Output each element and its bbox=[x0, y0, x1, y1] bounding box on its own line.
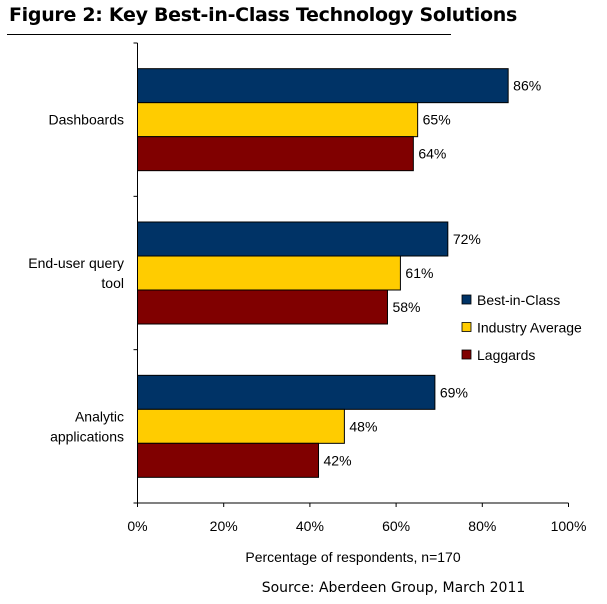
data-label: 86% bbox=[513, 78, 541, 94]
category-label: Analytic bbox=[75, 408, 124, 424]
data-label: 65% bbox=[423, 112, 451, 128]
data-label: 58% bbox=[392, 299, 420, 315]
figure-title: Figure 2: Key Best-in-Class Technology S… bbox=[9, 4, 517, 26]
x-tick-label: 0% bbox=[127, 518, 147, 534]
x-tick-label: 60% bbox=[382, 518, 410, 534]
bar-best-in-class bbox=[137, 374, 436, 410]
legend-label: Best-in-Class bbox=[477, 292, 560, 308]
legend-swatch bbox=[461, 322, 472, 332]
category-label: applications bbox=[50, 428, 124, 444]
title-divider bbox=[7, 34, 451, 35]
legend-label: Laggards bbox=[477, 347, 535, 363]
legend-swatch bbox=[461, 294, 472, 305]
category-label: End-user query bbox=[28, 255, 124, 271]
data-label: 64% bbox=[418, 146, 446, 162]
bar-best-in-class bbox=[137, 68, 509, 104]
x-axis-title: Percentage of respondents, n=170 bbox=[245, 549, 460, 565]
category-label: Dashboards bbox=[49, 112, 125, 128]
bar-best-in-class bbox=[137, 221, 449, 257]
category-label: tool bbox=[101, 275, 124, 291]
source-note: Source: Aberdeen Group, March 2011 bbox=[261, 580, 526, 596]
data-label: 72% bbox=[453, 231, 481, 247]
data-label: 61% bbox=[405, 265, 433, 281]
x-tick-label: 80% bbox=[468, 518, 496, 534]
bar-laggards bbox=[137, 289, 388, 325]
bar-laggards bbox=[137, 136, 414, 172]
bar-laggards bbox=[137, 442, 320, 478]
data-label: 69% bbox=[440, 384, 468, 400]
x-tick-label: 20% bbox=[210, 518, 238, 534]
data-label: 42% bbox=[324, 452, 352, 468]
x-tick-label: 40% bbox=[296, 518, 324, 534]
bar-industry-average bbox=[137, 255, 401, 291]
x-tick-label: 100% bbox=[551, 518, 587, 534]
bar-industry-average bbox=[137, 408, 345, 444]
legend-swatch bbox=[461, 349, 472, 360]
legend-label: Industry Average bbox=[477, 320, 582, 336]
data-label: 48% bbox=[349, 418, 377, 434]
bar-industry-average bbox=[137, 102, 419, 138]
